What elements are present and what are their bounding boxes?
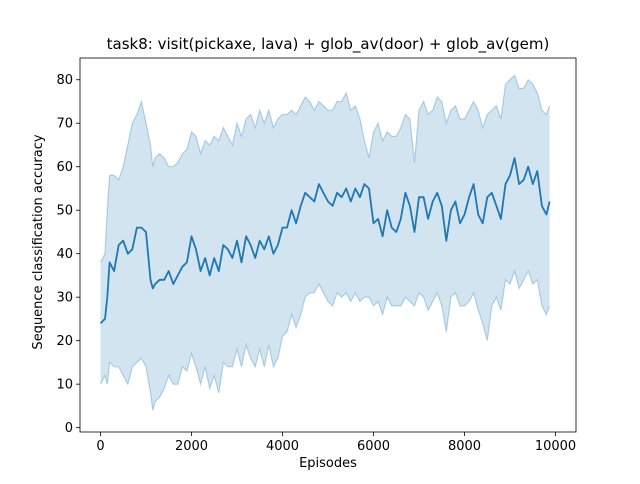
y-axis-label: Sequence classification accuracy (31, 134, 46, 349)
plot-area (99, 74, 551, 411)
x-tick-label: 0 (96, 439, 104, 454)
axes: 0 2000 4000 6000 8000 10000 0 10 20 30 40 50 60 70 80 (56, 57, 577, 454)
y-tick-label: 0 (65, 421, 73, 436)
y-tick-label: 50 (56, 204, 73, 219)
y-tick-label: 20 (56, 334, 73, 349)
x-axis-label: Episodes (299, 456, 357, 471)
axes-frame (79, 57, 577, 433)
series-0-lower-edge (99, 269, 551, 411)
y-tick-label: 70 (56, 117, 73, 132)
x-tick-label: 10000 (535, 439, 576, 454)
y-tick-label: 30 (56, 291, 73, 306)
series-0-band (100, 75, 550, 411)
y-tick-label: 80 (56, 73, 73, 88)
y-tick-label: 60 (56, 160, 73, 175)
series-0-mean-line (99, 157, 551, 324)
x-tick-label: 2000 (175, 439, 208, 454)
x-tick-label: 4000 (266, 439, 299, 454)
series-0-upper-edge (99, 74, 551, 263)
y-tick-label: 10 (56, 378, 73, 393)
x-tick-label: 6000 (357, 439, 390, 454)
x-tick-label: 8000 (448, 439, 481, 454)
y-tick-label: 40 (56, 247, 73, 262)
chart-title: task8: visit(pickaxe, lava) + glob_av(do… (107, 35, 550, 54)
